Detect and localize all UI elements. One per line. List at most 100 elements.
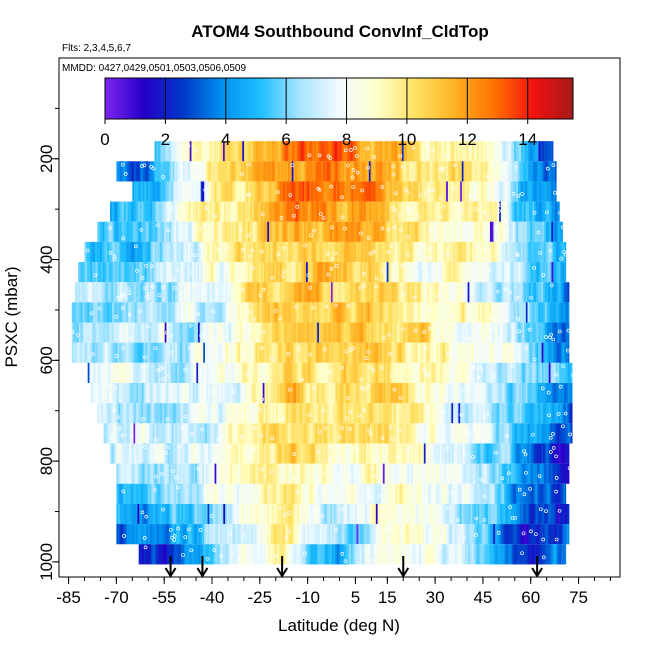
heat-cell — [133, 423, 136, 444]
heat-cell — [390, 383, 393, 404]
heat-cell — [434, 362, 437, 384]
heat-cell — [339, 503, 342, 525]
heat-cell — [354, 423, 357, 444]
heat-cell — [336, 302, 339, 323]
heat-cell — [112, 322, 115, 343]
heat-cell — [420, 443, 423, 464]
heat-cell — [172, 463, 175, 484]
heat-cell — [439, 221, 442, 242]
heat-cell — [412, 403, 415, 424]
heat-cell — [483, 262, 486, 283]
heat-cell — [568, 463, 570, 484]
heat-band — [110, 443, 570, 464]
heat-cell — [451, 181, 454, 202]
heat-cell — [342, 181, 345, 202]
heat-cell — [149, 483, 152, 504]
heat-cell — [275, 161, 279, 182]
heat-cell — [529, 342, 532, 363]
heat-cell — [462, 342, 465, 363]
heat-cell — [373, 342, 376, 363]
heat-cell — [97, 403, 100, 424]
heat-cell — [121, 221, 124, 242]
heat-cell — [483, 443, 486, 464]
heat-cell — [380, 362, 383, 384]
heat-cell — [452, 463, 456, 484]
heat-cell — [289, 463, 293, 484]
heat-cell — [118, 463, 121, 484]
heat-cell — [558, 383, 562, 404]
heat-cell — [458, 403, 461, 424]
heat-cell — [352, 322, 355, 343]
heat-cell — [186, 221, 189, 242]
heat-cell — [304, 403, 307, 424]
heat-cell — [551, 201, 554, 222]
heat-cell — [235, 221, 238, 242]
heat-cell — [428, 161, 431, 182]
heat-cell — [270, 403, 273, 424]
heat-cell — [246, 483, 249, 504]
heat-cell — [510, 302, 513, 323]
heat-cell — [360, 201, 363, 222]
heat-cell — [351, 181, 354, 202]
heat-cell — [335, 483, 338, 504]
heat-cell — [465, 483, 468, 504]
heat-cell — [143, 383, 146, 404]
heat-cell — [239, 463, 242, 484]
heat-cell — [168, 302, 171, 323]
heat-cell — [196, 302, 199, 323]
heat-cell — [229, 302, 232, 323]
heat-cell — [84, 322, 87, 343]
heat-cell — [376, 181, 379, 202]
heat-cell — [275, 483, 279, 504]
heat-cell — [380, 302, 383, 323]
heat-cell — [381, 383, 384, 404]
heat-cell — [299, 362, 302, 384]
heat-cell — [261, 423, 264, 444]
heat-cell — [458, 181, 461, 202]
heat-cell — [286, 181, 289, 202]
heat-cell — [384, 181, 387, 202]
heat-cell — [154, 423, 157, 444]
heat-cell — [181, 463, 184, 484]
heat-cell — [557, 443, 560, 464]
heat-cell — [304, 342, 308, 363]
heat-cell — [146, 181, 149, 202]
heat-cell — [460, 262, 463, 283]
heat-cell — [180, 423, 183, 444]
heat-cell — [324, 322, 327, 343]
heat-cell — [510, 322, 513, 343]
heat-cell — [429, 201, 432, 222]
heat-cell — [256, 262, 260, 283]
heat-cell — [457, 241, 461, 263]
heat-cell — [166, 342, 169, 363]
heat-cell — [195, 282, 198, 303]
heat-cell — [275, 322, 278, 343]
heat-cell — [200, 262, 203, 283]
heat-cell — [221, 141, 224, 162]
heat-cell — [366, 241, 369, 263]
heat-cell — [182, 423, 185, 444]
heat-cell — [552, 463, 555, 484]
heat-cell — [239, 403, 242, 424]
heat-cell — [501, 322, 504, 343]
heat-cell — [486, 221, 489, 242]
heat-cell — [256, 161, 259, 182]
heat-cell — [155, 322, 158, 343]
heat-cell — [360, 383, 363, 404]
heat-cell — [399, 362, 402, 384]
heat-cell — [246, 262, 249, 283]
heat-cell — [299, 322, 302, 343]
heat-cell — [529, 241, 532, 263]
heat-cell — [286, 141, 289, 162]
heat-cell — [486, 403, 489, 424]
heat-cell — [116, 483, 119, 504]
heat-cell — [163, 463, 166, 484]
heat-cell — [363, 423, 366, 444]
heat-cell — [329, 322, 332, 343]
heat-cell — [254, 161, 257, 182]
heat-cell — [295, 443, 298, 464]
heat-cell — [328, 423, 331, 444]
heat-cell — [138, 201, 141, 222]
heat-cell — [535, 181, 538, 202]
heat-cell — [233, 302, 236, 323]
